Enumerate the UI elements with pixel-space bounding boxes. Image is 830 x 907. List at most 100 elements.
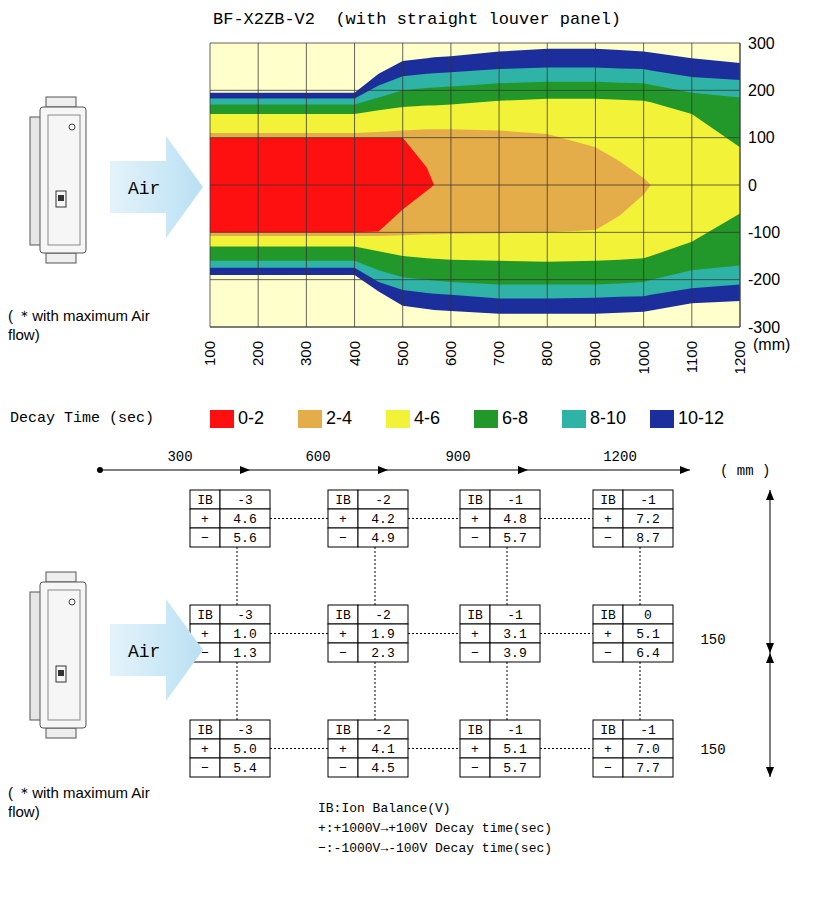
- svg-text:5.0: 5.0: [233, 742, 256, 757]
- svg-text:4.8: 4.8: [503, 512, 526, 527]
- svg-text:IB: IB: [335, 493, 351, 508]
- svg-text:5.6: 5.6: [233, 531, 256, 546]
- svg-text:−:-1000V→-100V Decay time(sec): −:-1000V→-100V Decay time(sec): [318, 841, 552, 856]
- svg-text:5.7: 5.7: [503, 761, 526, 776]
- svg-text:+: +: [201, 742, 209, 757]
- svg-text:+: +: [604, 742, 612, 757]
- svg-text:600: 600: [442, 341, 459, 366]
- svg-text:IB: IB: [467, 723, 483, 738]
- svg-text:IB: IB: [197, 608, 213, 623]
- svg-text:−: −: [604, 761, 612, 776]
- svg-text:-2: -2: [375, 723, 391, 738]
- svg-text:IB:Ion Balance(V): IB:Ion Balance(V): [318, 801, 451, 816]
- svg-text:1.3: 1.3: [233, 646, 256, 661]
- svg-text:5.1: 5.1: [636, 627, 660, 642]
- svg-text:700: 700: [490, 341, 507, 366]
- svg-text:900: 900: [586, 341, 603, 366]
- svg-text:−: −: [201, 531, 209, 546]
- svg-text:-3: -3: [237, 608, 253, 623]
- svg-text:−: −: [339, 531, 347, 546]
- svg-text:IB: IB: [467, 608, 483, 623]
- svg-text:+: +: [339, 512, 347, 527]
- svg-text:−: −: [471, 646, 479, 661]
- svg-text:7.0: 7.0: [636, 742, 659, 757]
- svg-text:8.7: 8.7: [636, 531, 659, 546]
- svg-text:( mm ): ( mm ): [720, 463, 770, 479]
- svg-text:-100: -100: [748, 224, 780, 241]
- svg-text:7.7: 7.7: [636, 761, 659, 776]
- svg-text:-1: -1: [507, 608, 523, 623]
- svg-text:IB: IB: [467, 493, 483, 508]
- svg-text:-3: -3: [237, 723, 253, 738]
- svg-text:5.4: 5.4: [233, 761, 257, 776]
- svg-text:+: +: [339, 742, 347, 757]
- svg-text:5.1: 5.1: [503, 742, 527, 757]
- svg-text:1.9: 1.9: [371, 627, 394, 642]
- svg-text:800: 800: [538, 341, 555, 366]
- svg-text:+: +: [201, 512, 209, 527]
- svg-text:−: −: [471, 531, 479, 546]
- svg-text:IB: IB: [197, 723, 213, 738]
- svg-text:−: −: [339, 761, 347, 776]
- svg-text:−: −: [201, 646, 209, 661]
- svg-text:7.2: 7.2: [636, 512, 659, 527]
- svg-text:1.0: 1.0: [233, 627, 256, 642]
- svg-text:-1: -1: [507, 493, 523, 508]
- svg-text:300: 300: [167, 449, 192, 465]
- svg-text:−: −: [339, 646, 347, 661]
- svg-text:400: 400: [346, 341, 363, 366]
- svg-text:900: 900: [445, 449, 470, 465]
- svg-text:4.2: 4.2: [371, 512, 394, 527]
- svg-text:150: 150: [700, 632, 725, 648]
- svg-text:IB: IB: [600, 493, 616, 508]
- svg-text:0: 0: [748, 177, 757, 194]
- svg-text:100: 100: [748, 129, 775, 146]
- svg-text:+: +: [604, 512, 612, 527]
- svg-text:4.5: 4.5: [371, 761, 394, 776]
- svg-text:IB: IB: [335, 608, 351, 623]
- svg-text:1000: 1000: [635, 341, 652, 374]
- svg-text:Air: Air: [128, 642, 160, 662]
- svg-text:+: +: [471, 512, 479, 527]
- svg-text:100: 100: [201, 341, 218, 366]
- svg-text:+: +: [471, 742, 479, 757]
- svg-text:600: 600: [305, 449, 330, 465]
- svg-text:−: −: [471, 761, 479, 776]
- svg-text:-1: -1: [507, 723, 523, 738]
- svg-text:IB: IB: [600, 723, 616, 738]
- svg-text:150: 150: [700, 742, 725, 758]
- svg-text:IB: IB: [197, 493, 213, 508]
- svg-text:4.1: 4.1: [371, 742, 395, 757]
- svg-text:IB: IB: [335, 723, 351, 738]
- svg-text:4.9: 4.9: [371, 531, 394, 546]
- svg-text:-200: -200: [748, 271, 780, 288]
- svg-text:-2: -2: [375, 608, 391, 623]
- svg-text:2.3: 2.3: [371, 646, 394, 661]
- svg-text:IB: IB: [600, 608, 616, 623]
- svg-text:−: −: [201, 761, 209, 776]
- svg-text:+: +: [201, 627, 209, 642]
- svg-text:+:+1000V→+100V Decay time(sec): +:+1000V→+100V Decay time(sec): [318, 821, 552, 836]
- svg-text:-1: -1: [640, 493, 656, 508]
- svg-text:1200: 1200: [731, 341, 748, 374]
- svg-text:1200: 1200: [603, 449, 637, 465]
- svg-text:4.6: 4.6: [233, 512, 256, 527]
- svg-text:+: +: [604, 627, 612, 642]
- svg-text:-1: -1: [640, 723, 656, 738]
- svg-text:200: 200: [748, 82, 775, 99]
- svg-text:500: 500: [394, 341, 411, 366]
- svg-text:-300: -300: [748, 319, 780, 336]
- svg-text:Air: Air: [128, 179, 160, 199]
- svg-text:0: 0: [644, 608, 652, 623]
- svg-text:200: 200: [249, 341, 266, 366]
- svg-text:1100: 1100: [683, 341, 700, 373]
- svg-text:6.4: 6.4: [636, 646, 660, 661]
- svg-text:3.1: 3.1: [503, 627, 527, 642]
- svg-text:−: −: [604, 531, 612, 546]
- svg-text:−: −: [604, 646, 612, 661]
- svg-text:+: +: [471, 627, 479, 642]
- svg-text:300: 300: [748, 35, 775, 52]
- svg-text:-2: -2: [375, 493, 391, 508]
- svg-text:-3: -3: [237, 493, 253, 508]
- svg-text:3.9: 3.9: [503, 646, 526, 661]
